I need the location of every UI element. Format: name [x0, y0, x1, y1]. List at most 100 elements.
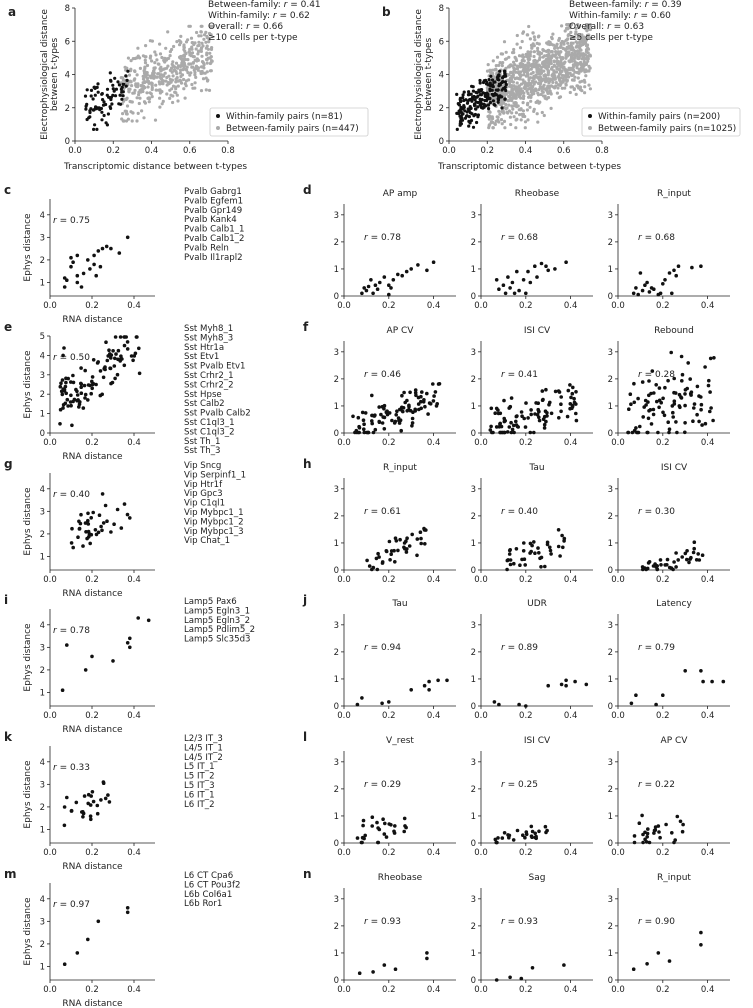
between-family-point: [530, 62, 535, 66]
panel-label: e: [4, 320, 12, 334]
between-family-point: [545, 53, 549, 58]
y-tick-label: 2: [40, 530, 45, 540]
x-tick-label: 0.2: [85, 711, 99, 721]
between-family-point: [525, 108, 530, 112]
between-family-point: [209, 61, 213, 65]
data-point: [89, 532, 94, 537]
between-family-point: [573, 60, 577, 64]
between-family-point: [185, 65, 189, 69]
data-point: [508, 975, 512, 980]
y-tick-label: 0: [471, 566, 476, 576]
y-tick-label: 2: [334, 648, 339, 658]
between-family-point: [574, 62, 578, 67]
data-point: [96, 530, 101, 535]
between-family-point: [144, 55, 148, 59]
y-tick-label: 2: [40, 256, 45, 266]
legend-marker: [588, 114, 592, 118]
data-point: [89, 817, 93, 822]
data-point: [71, 260, 75, 265]
y-tick-label: 2: [471, 648, 476, 658]
between-family-point: [526, 72, 530, 77]
correlation-label: r = 0.94: [364, 643, 401, 653]
between-family-point: [523, 80, 527, 84]
data-point: [533, 412, 537, 416]
data-point: [627, 407, 631, 412]
y-tick-label: 3: [334, 895, 339, 905]
data-point: [517, 288, 521, 293]
between-family-point: [563, 74, 567, 78]
data-point: [90, 790, 95, 794]
data-point: [515, 828, 520, 833]
data-point: [643, 283, 647, 288]
y-tick-label: 3: [334, 211, 339, 221]
between-family-point: [521, 63, 525, 67]
y-tick-label: 1: [608, 812, 613, 822]
between-family-point: [165, 83, 169, 87]
within-family-point: [497, 74, 501, 78]
legend-marker: [588, 126, 592, 130]
data-point: [392, 829, 396, 834]
data-point: [564, 678, 568, 683]
between-family-point: [168, 50, 172, 54]
y-tick-label: 0: [334, 292, 339, 302]
x-tick-label: 0.0: [43, 848, 57, 858]
ttype-label: Sst Th_1: [184, 437, 221, 447]
data-point: [125, 910, 130, 915]
data-point: [676, 558, 680, 562]
between-family-point: [490, 68, 494, 72]
data-point: [692, 402, 697, 406]
ttype-label: Sst Htr1a: [184, 343, 224, 353]
between-family-point: [569, 36, 574, 40]
data-point: [573, 679, 577, 684]
between-family-point: [554, 50, 558, 54]
data-point: [657, 830, 661, 834]
within-family-point: [105, 123, 109, 127]
data-point: [632, 400, 637, 405]
between-family-point: [573, 50, 578, 54]
between-family-point: [570, 85, 575, 89]
data-point: [656, 951, 661, 955]
within-family-point: [89, 107, 93, 111]
data-point: [77, 527, 82, 531]
data-point: [532, 540, 536, 544]
data-point: [699, 395, 703, 399]
data-point: [665, 557, 670, 562]
between-family-point: [176, 66, 180, 70]
within-family-point: [467, 115, 471, 119]
data-point: [101, 375, 106, 380]
x-tick-label: 0.2: [85, 848, 99, 858]
data-point: [64, 376, 68, 381]
between-family-point: [584, 23, 589, 27]
data-point: [645, 280, 649, 285]
y-tick-label: 3: [608, 485, 613, 495]
within-family-point: [114, 87, 118, 91]
data-point: [652, 287, 656, 292]
between-family-point: [556, 50, 560, 54]
data-point: [571, 385, 575, 390]
y-tick-label: 2: [40, 940, 45, 950]
between-family-point: [555, 59, 559, 63]
data-point: [569, 395, 573, 400]
between-family-point: [518, 113, 522, 117]
data-point: [86, 258, 90, 262]
between-family-point: [545, 87, 549, 91]
data-point: [382, 832, 387, 836]
data-point: [397, 421, 402, 425]
between-family-point: [515, 64, 519, 68]
between-family-point: [514, 126, 518, 130]
data-point: [511, 838, 516, 842]
between-family-point: [164, 79, 168, 83]
between-family-point: [529, 99, 533, 103]
correlation-label: r = 0.46: [364, 370, 401, 380]
legend: Within-family pairs (n=200)Between-famil…: [581, 107, 741, 137]
between-family-point: [555, 65, 559, 69]
data-point: [104, 244, 109, 249]
between-family-point: [584, 74, 588, 78]
data-point: [91, 358, 96, 362]
within-family-point: [490, 78, 495, 82]
data-point: [92, 253, 96, 258]
correlation-label: r = 0.61: [364, 507, 401, 517]
